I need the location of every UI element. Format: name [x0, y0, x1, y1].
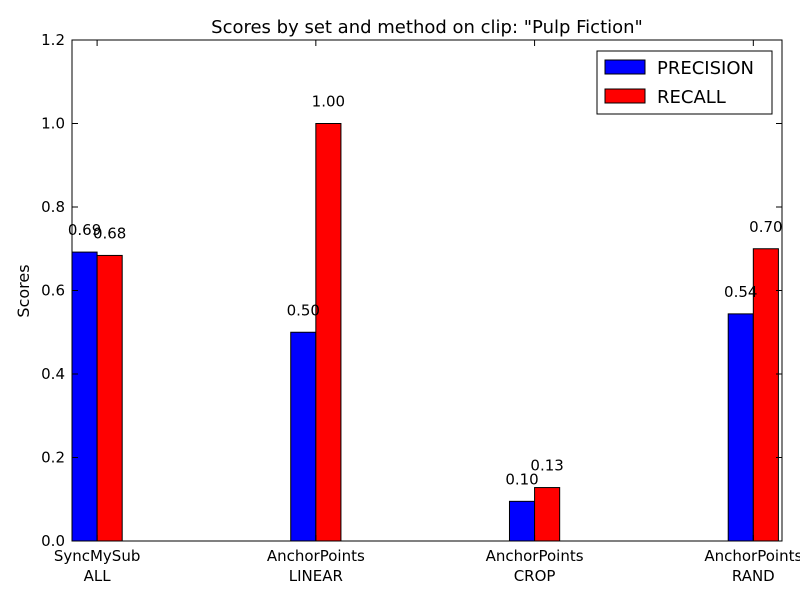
bar-recall-0 [96, 254, 123, 542]
x-tick-label-3: AnchorPoints RAND [704, 547, 800, 585]
plot-frame [71, 39, 783, 542]
y-tick-label-0: 0.0 [41, 532, 65, 550]
y-tick-label-1: 0.2 [41, 449, 65, 467]
legend-label-precision: PRECISION [657, 58, 754, 79]
legend-label-recall: RECALL [657, 87, 726, 108]
y-tick-label-6: 1.2 [41, 31, 65, 49]
data-label-precision-3: 0.54 [724, 283, 757, 301]
data-label-recall-0: 0.68 [93, 224, 126, 242]
bar-recall-2 [534, 487, 561, 542]
bar-precision-0 [71, 251, 98, 542]
data-label-recall-3: 0.70 [749, 218, 782, 236]
data-label-recall-1: 1.00 [312, 93, 345, 111]
legend-swatch-precision [604, 59, 646, 75]
y-axis-label: Scores [14, 264, 33, 317]
legend-swatch-recall [604, 88, 646, 104]
bar-recall-1 [315, 123, 342, 542]
data-label-precision-1: 0.50 [287, 301, 320, 319]
labels-layer: 0.69 0.50 0.10 0.54 0.68 1.00 0.13 0.70 0.0 0.2 0.… [41, 31, 800, 585]
bars-layer [71, 123, 779, 542]
data-label-recall-2: 0.13 [530, 457, 563, 475]
bar-precision-1 [290, 331, 317, 542]
bar-precision-3 [727, 313, 754, 542]
y-tick-label-3: 0.6 [41, 282, 65, 300]
chart-title: Scores by set and method on clip: "Pulp … [211, 17, 643, 38]
x-tick-label-0: SyncMySub ALL [54, 547, 141, 585]
bar-precision-2 [508, 500, 536, 542]
y-tick-label-4: 0.8 [41, 198, 65, 216]
data-label-precision-2: 0.10 [505, 470, 538, 488]
y-tick-label-2: 0.4 [41, 365, 65, 383]
x-tick-label-1: AnchorPoints LINEAR [267, 547, 365, 585]
ticks-layer [72, 39, 782, 542]
data-label-precision-0: 0.69 [68, 221, 101, 239]
bar-recall-3 [752, 248, 779, 542]
y-tick-label-5: 1.0 [41, 115, 65, 133]
legend: PRECISION RECALL [596, 50, 773, 115]
x-tick-label-2: AnchorPoints CROP [486, 547, 584, 585]
